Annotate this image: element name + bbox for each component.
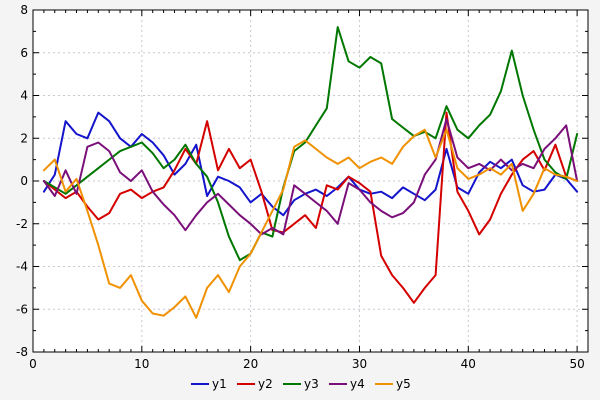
legend-label-y4: y4 <box>350 377 365 391</box>
y-tick-label: -4 <box>16 260 28 274</box>
legend-label-y5: y5 <box>396 377 411 391</box>
y-tick-label: 2 <box>20 131 28 145</box>
series-line-y1 <box>42 111 579 217</box>
x-tick-label: 50 <box>569 357 584 371</box>
x-tick-label: 40 <box>461 357 476 371</box>
x-tick-label: 10 <box>134 357 149 371</box>
y-tick-label: 4 <box>20 89 28 103</box>
y-tick-label: 6 <box>20 46 28 60</box>
plot-area <box>33 10 588 352</box>
legend-label-y1: y1 <box>212 377 227 391</box>
series-line-y2 <box>42 111 579 304</box>
y-tick-label: 0 <box>20 174 28 188</box>
x-tick-label: 0 <box>29 357 37 371</box>
y-tick-label: -8 <box>16 345 28 359</box>
y-tick-label: 8 <box>20 3 28 17</box>
chart-legend: y1 y2 y3 y4 y5 <box>191 377 411 391</box>
series-line-y5 <box>42 128 579 319</box>
y-tick-label: -2 <box>16 217 28 231</box>
x-tick-label: 20 <box>243 357 258 371</box>
series-line-y3 <box>42 26 579 262</box>
legend-label-y3: y3 <box>304 377 319 391</box>
x-tick-label: 30 <box>352 357 367 371</box>
y-tick-label: -6 <box>16 302 28 316</box>
legend-label-y2: y2 <box>258 377 273 391</box>
